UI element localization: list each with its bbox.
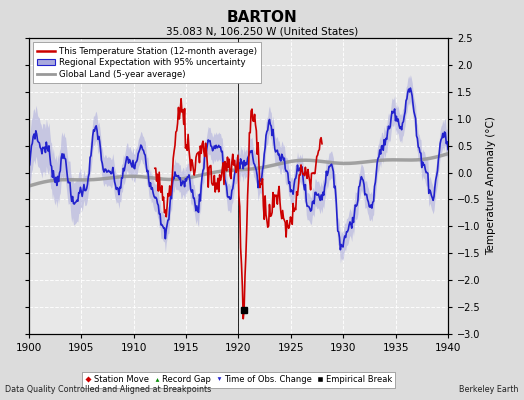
Text: Berkeley Earth: Berkeley Earth <box>460 385 519 394</box>
Text: BARTON: BARTON <box>226 10 298 25</box>
Y-axis label: Temperature Anomaly (°C): Temperature Anomaly (°C) <box>486 116 496 256</box>
Legend: Station Move, Record Gap, Time of Obs. Change, Empirical Break: Station Move, Record Gap, Time of Obs. C… <box>82 372 395 388</box>
Text: 35.083 N, 106.250 W (United States): 35.083 N, 106.250 W (United States) <box>166 26 358 36</box>
Text: Data Quality Controlled and Aligned at Breakpoints: Data Quality Controlled and Aligned at B… <box>5 385 212 394</box>
